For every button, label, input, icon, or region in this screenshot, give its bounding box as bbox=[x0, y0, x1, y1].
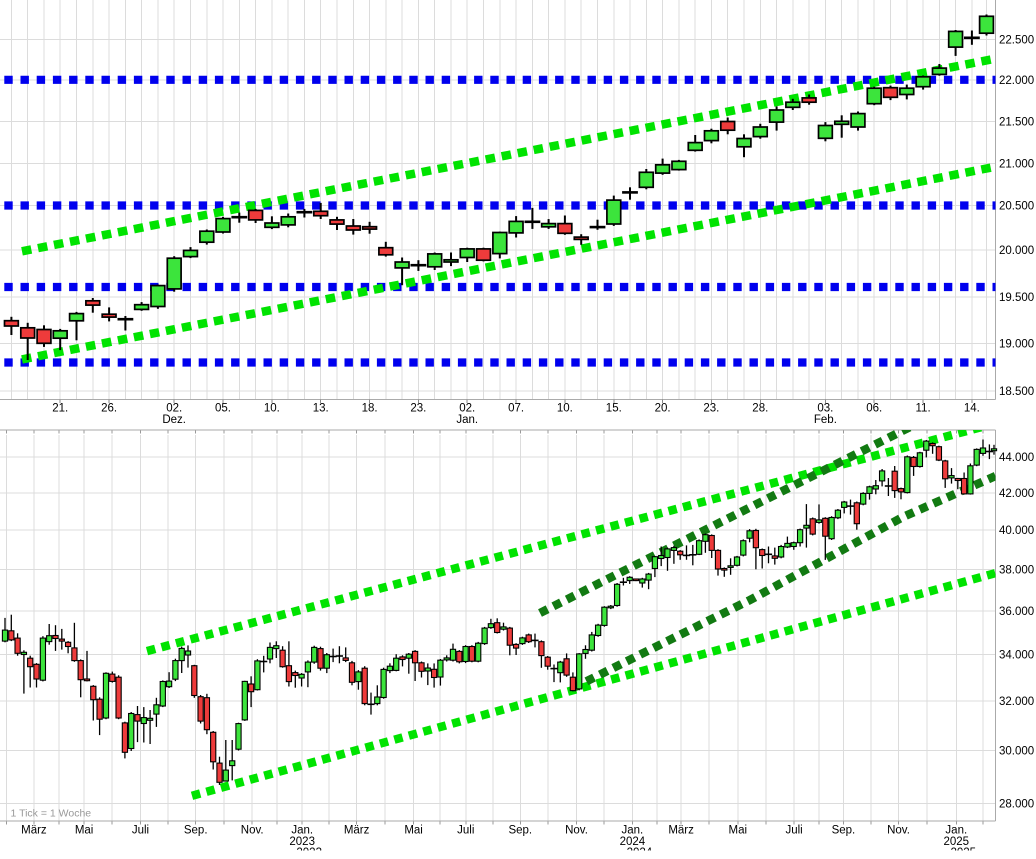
svg-text:21.: 21. bbox=[52, 403, 68, 415]
svg-text:Dez.: Dez. bbox=[162, 414, 186, 426]
svg-text:34.000: 34.000 bbox=[999, 650, 1034, 662]
svg-text:38.000: 38.000 bbox=[999, 564, 1034, 576]
svg-text:19.500: 19.500 bbox=[999, 292, 1034, 304]
svg-text:26.: 26. bbox=[101, 403, 117, 415]
svg-text:2023: 2023 bbox=[296, 847, 322, 859]
svg-text:März: März bbox=[21, 825, 47, 837]
svg-text:2023: 2023 bbox=[289, 836, 315, 848]
svg-text:11.: 11. bbox=[916, 403, 931, 415]
svg-text:40.000: 40.000 bbox=[999, 525, 1034, 537]
svg-text:Nov.: Nov. bbox=[241, 825, 264, 837]
svg-text:19.000: 19.000 bbox=[999, 339, 1034, 351]
svg-text:03.: 03. bbox=[817, 403, 833, 415]
svg-text:42.000: 42.000 bbox=[999, 488, 1034, 500]
svg-text:2024: 2024 bbox=[627, 847, 653, 859]
svg-text:22.000: 22.000 bbox=[999, 75, 1034, 87]
svg-text:Jan.: Jan. bbox=[622, 825, 644, 837]
svg-text:Feb.: Feb. bbox=[814, 414, 837, 426]
svg-text:Nov.: Nov. bbox=[565, 825, 588, 837]
svg-text:Jan.: Jan. bbox=[291, 825, 313, 837]
svg-text:10.: 10. bbox=[557, 403, 573, 415]
svg-text:Nov.: Nov. bbox=[887, 825, 910, 837]
svg-text:07.: 07. bbox=[508, 403, 524, 415]
svg-text:März: März bbox=[344, 825, 370, 837]
svg-text:15.: 15. bbox=[606, 403, 622, 415]
svg-text:Sep.: Sep. bbox=[832, 825, 856, 837]
svg-text:28.000: 28.000 bbox=[999, 798, 1034, 810]
svg-text:23.: 23. bbox=[703, 403, 719, 415]
svg-text:1 Tick = 1 Woche: 1 Tick = 1 Woche bbox=[11, 808, 92, 820]
svg-text:23.: 23. bbox=[410, 403, 426, 415]
svg-text:14.: 14. bbox=[964, 403, 980, 415]
svg-text:21.500: 21.500 bbox=[999, 117, 1034, 129]
svg-text:20.: 20. bbox=[655, 403, 671, 415]
svg-text:32.000: 32.000 bbox=[999, 696, 1034, 708]
svg-text:21.000: 21.000 bbox=[999, 159, 1034, 171]
svg-text:Jan.: Jan. bbox=[945, 825, 967, 837]
svg-text:2025: 2025 bbox=[944, 836, 970, 848]
svg-text:13.: 13. bbox=[313, 403, 329, 415]
svg-text:20.000: 20.000 bbox=[999, 245, 1034, 257]
svg-text:2024: 2024 bbox=[620, 836, 646, 848]
svg-text:05.: 05. bbox=[215, 403, 231, 415]
svg-text:Juli: Juli bbox=[457, 825, 474, 837]
svg-text:10.: 10. bbox=[264, 403, 280, 415]
svg-text:20.500: 20.500 bbox=[999, 201, 1034, 213]
svg-text:06.: 06. bbox=[866, 403, 882, 415]
svg-text:36.000: 36.000 bbox=[999, 606, 1034, 618]
svg-text:März: März bbox=[668, 825, 694, 837]
svg-text:2025: 2025 bbox=[951, 847, 977, 859]
svg-text:Sep.: Sep. bbox=[184, 825, 208, 837]
svg-text:28.: 28. bbox=[752, 403, 768, 415]
svg-text:Juli: Juli bbox=[132, 825, 149, 837]
svg-text:02.: 02. bbox=[166, 403, 182, 415]
svg-text:Mai: Mai bbox=[729, 825, 748, 837]
svg-text:Mai: Mai bbox=[75, 825, 94, 837]
svg-text:18.500: 18.500 bbox=[999, 386, 1034, 398]
svg-text:Jan.: Jan. bbox=[456, 414, 478, 426]
svg-text:44.000: 44.000 bbox=[999, 452, 1034, 464]
svg-text:22.500: 22.500 bbox=[999, 35, 1034, 47]
svg-text:Mai: Mai bbox=[404, 825, 423, 837]
svg-text:Sep.: Sep. bbox=[508, 825, 532, 837]
svg-text:Juli: Juli bbox=[785, 825, 802, 837]
svg-text:30.000: 30.000 bbox=[999, 745, 1034, 757]
svg-text:18.: 18. bbox=[362, 403, 378, 415]
svg-text:02.: 02. bbox=[459, 403, 475, 415]
